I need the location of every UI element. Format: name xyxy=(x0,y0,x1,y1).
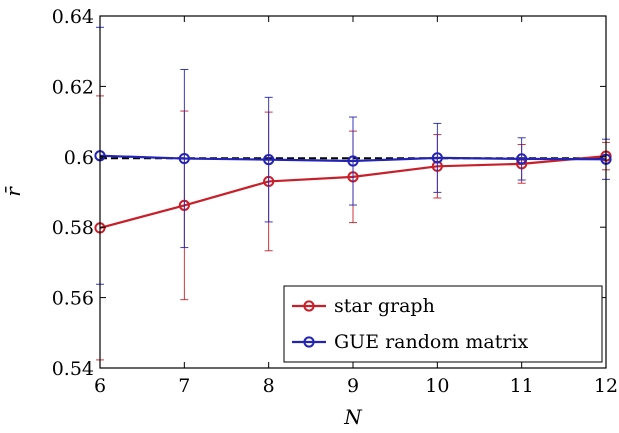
data-point xyxy=(347,155,359,167)
y-tick-label: 0.56 xyxy=(52,288,94,310)
legend-item: GUE random matrix xyxy=(292,331,529,353)
y-tick-label: 0.6 xyxy=(64,147,94,169)
x-tick-label: 6 xyxy=(94,375,106,397)
legend: star graph GUE random matrix xyxy=(283,285,603,363)
y-tick-label: 0.62 xyxy=(52,76,94,98)
data-point xyxy=(178,152,190,165)
x-axis-label: N xyxy=(343,405,363,429)
legend-box xyxy=(283,285,603,363)
legend-marker xyxy=(303,300,315,312)
legend-marker xyxy=(303,336,315,348)
y-tick-label: 0.58 xyxy=(52,217,94,239)
x-tick-label: 7 xyxy=(178,375,190,397)
x-tick-label: 11 xyxy=(510,375,534,397)
x-tick-label: 12 xyxy=(594,375,618,397)
legend-label: GUE random matrix xyxy=(334,331,529,353)
x-tick-label: 8 xyxy=(263,375,275,397)
series-1 xyxy=(94,26,612,285)
legend-item: star graph xyxy=(292,295,435,317)
legend-label: star graph xyxy=(334,295,435,317)
y-axis-label: r̄ xyxy=(1,186,25,197)
y-tick-label: 0.54 xyxy=(52,358,94,380)
series-layer xyxy=(94,26,612,361)
data-point xyxy=(431,152,443,164)
data-point xyxy=(263,154,275,166)
x-tick-label: 9 xyxy=(347,375,359,397)
y-tick-label: 0.64 xyxy=(52,6,94,28)
x-tick-label: 10 xyxy=(425,375,449,397)
tick-layer: 6 7 8 9 10 11 12 0.54 0.56 0.58 0.6 0.62 0.64 xyxy=(52,6,618,397)
series-line xyxy=(99,154,607,163)
data-point xyxy=(516,153,528,165)
